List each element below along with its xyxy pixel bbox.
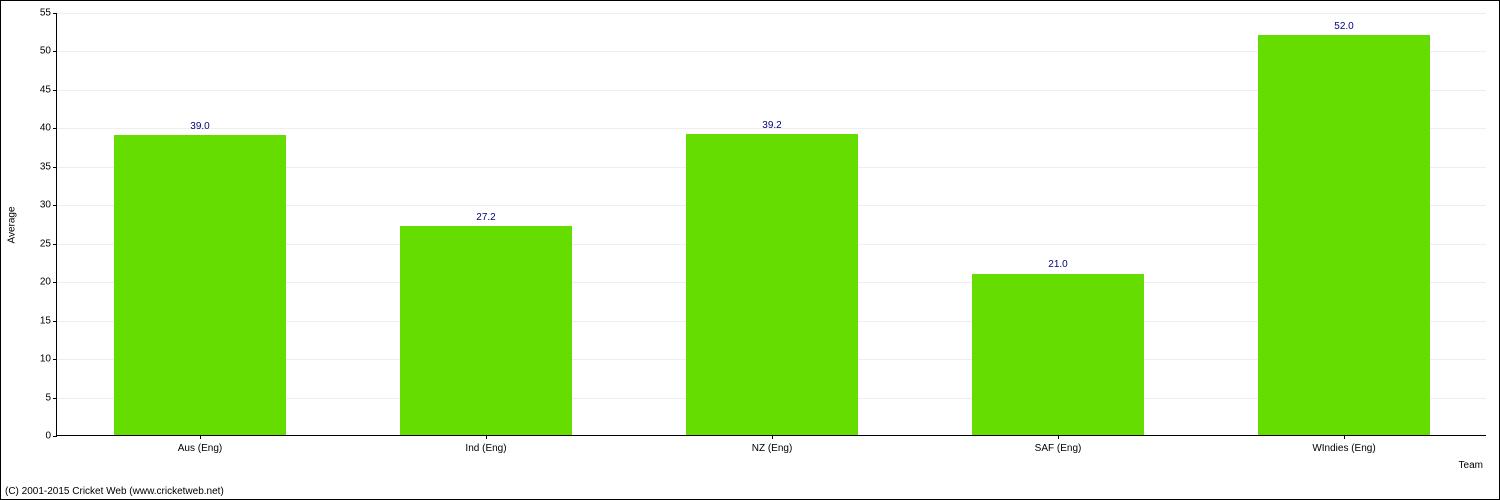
bar [400,226,572,435]
x-tick-label: WIndies (Eng) [1312,435,1375,454]
bar [1258,35,1430,435]
bar-value-label: 52.0 [1334,21,1353,32]
bar-value-label: 21.0 [1048,259,1067,270]
y-tick-label: 0 [45,431,57,442]
y-tick-label: 5 [45,392,57,403]
y-tick-label: 30 [40,200,57,211]
y-tick-label: 55 [40,8,57,19]
x-tick-label: Ind (Eng) [465,435,506,454]
grid-line [57,13,1486,14]
y-tick-label: 45 [40,84,57,95]
plot-area: 051015202530354045505539.0Aus (Eng)27.2I… [56,13,1486,436]
bar-value-label: 39.0 [190,121,209,132]
y-tick-label: 10 [40,354,57,365]
y-tick-label: 15 [40,315,57,326]
y-tick-label: 20 [40,277,57,288]
bar-value-label: 39.2 [762,120,781,131]
bar-value-label: 27.2 [476,212,495,223]
chart-container: 0 5 10 15 20 25 30 35 40 45 50 55 39.0 Aus (Eng) 27.2 I… [0,0,1500,500]
y-tick-label: 35 [40,161,57,172]
copyright-text: (C) 2001-2015 Cricket Web (www.cricketwe… [5,486,224,497]
bar [972,274,1144,436]
x-axis-title: Team [1459,460,1483,471]
bar [686,134,858,435]
y-axis-title: Average [7,206,18,243]
y-tick-label: 25 [40,238,57,249]
y-tick-label: 50 [40,46,57,57]
x-tick-label: SAF (Eng) [1035,435,1082,454]
y-tick-label: 40 [40,123,57,134]
x-tick-label: NZ (Eng) [752,435,793,454]
x-tick-label: Aus (Eng) [178,435,222,454]
bar [114,135,286,435]
